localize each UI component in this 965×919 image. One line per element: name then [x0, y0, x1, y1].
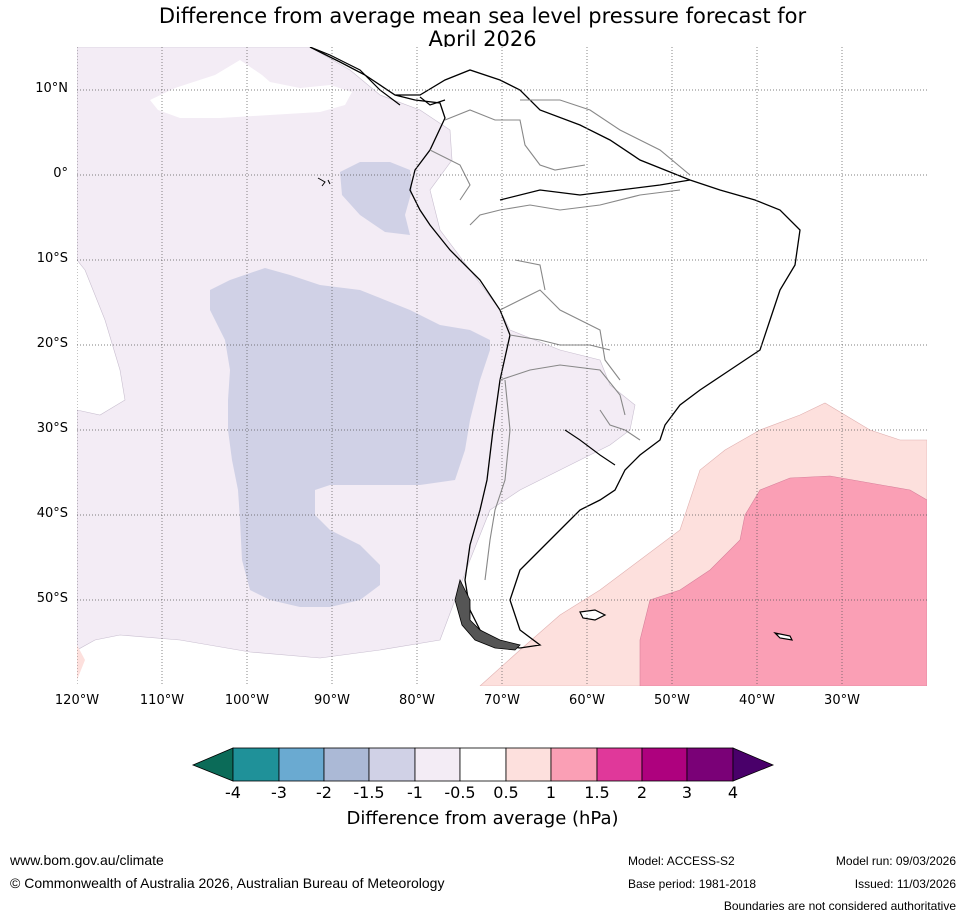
parana-river: [564, 429, 616, 466]
colorbar-bin-4: [368, 747, 416, 782]
graticule: [77, 47, 927, 686]
colorbar-tick: 1.5: [584, 783, 610, 802]
country-borders: [429, 99, 691, 581]
colorbar: [191, 747, 775, 782]
lon-label-120w: 120°W: [54, 693, 100, 708]
lon-label-70w: 70°W: [484, 693, 520, 708]
colorbar-tick: -4: [225, 783, 241, 802]
anomaly-region-plus-0-5-small: [77, 645, 85, 680]
copyright-text: © Commonwealth of Australia 2026, Austra…: [10, 875, 445, 891]
lat-label-40s: 40°S: [36, 506, 68, 521]
colorbar-tick: 1: [545, 783, 557, 802]
lat-label-0: 0°: [53, 166, 68, 181]
colorbar-tick: -3: [271, 783, 287, 802]
lon-label-50w: 50°W: [654, 693, 690, 708]
issued-info: Issued: 11/03/2026: [854, 877, 956, 891]
colorbar-tick: -2: [316, 783, 332, 802]
lon-label-40w: 40°W: [739, 693, 775, 708]
map-title-line2: April 2026: [428, 27, 537, 51]
lon-label-30w: 30°W: [824, 693, 860, 708]
model-info: Model: ACCESS-S2: [628, 854, 735, 868]
lon-label-90w: 90°W: [314, 693, 350, 708]
colorbar-tick: 2: [636, 783, 648, 802]
colorbar-tick: -0.5: [444, 783, 476, 802]
colorbar-bin-11: [686, 747, 734, 782]
colorbar-bin-7: [505, 747, 552, 782]
tierra-del-fuego: [454, 578, 521, 651]
colorbar-bin-5: [414, 747, 461, 782]
colorbar-bin-9: [596, 747, 643, 782]
amazon-river: [499, 179, 691, 201]
lat-label-50s: 50°S: [36, 591, 68, 606]
colorbar-bin-10: [641, 747, 688, 782]
falkland-islands: [579, 609, 607, 621]
lat-label-30s: 30°S: [36, 421, 68, 436]
anomaly-region-plus-1: [639, 475, 927, 686]
anomaly-region-minus-1-lower: [210, 268, 490, 607]
colorbar-tick: 3: [681, 783, 693, 802]
colorbar-extend-low: [191, 747, 234, 782]
lat-label-10n: 10°N: [35, 81, 68, 96]
lon-label-110w: 110°W: [139, 693, 185, 708]
central-america-coastline: [309, 47, 446, 106]
neutral-region: [150, 60, 352, 118]
model-run-info: Model run: 09/03/2026: [835, 854, 956, 868]
colorbar-tick: -1.5: [353, 783, 385, 802]
map-title-line1: Difference from average mean sea level p…: [158, 4, 807, 28]
colorbar-bin-1: [232, 747, 280, 782]
anomaly-region-minus-1-upper: [340, 162, 412, 235]
colorbar-bin-2: [278, 747, 325, 782]
colorbar-extend-high: [732, 747, 775, 782]
colorbar-bin-3: [323, 747, 370, 782]
colorbar-tick: 0.5: [493, 783, 519, 802]
base-period-info: Base period: 1981-2018: [628, 877, 757, 891]
lon-label-100w: 100°W: [224, 693, 270, 708]
colorbar-tick: -1: [407, 783, 423, 802]
colorbar-tick: 4: [727, 783, 739, 802]
colorbar-bin-6: [459, 747, 507, 782]
lat-label-10s: 10°S: [36, 251, 68, 266]
galapagos-islands: [317, 177, 331, 187]
colorbar-bin-8: [550, 747, 598, 782]
lat-label-20s: 20°S: [36, 336, 68, 351]
lon-label-60w: 60°W: [569, 693, 605, 708]
colorbar-title: Difference from average (hPa): [346, 808, 619, 829]
website-link[interactable]: www.bom.gov.au/climate: [10, 852, 164, 868]
disclaimer-text: Boundaries are not considered authoritat…: [723, 899, 956, 913]
lon-label-80w: 80°W: [399, 693, 435, 708]
south-georgia: [773, 632, 794, 641]
